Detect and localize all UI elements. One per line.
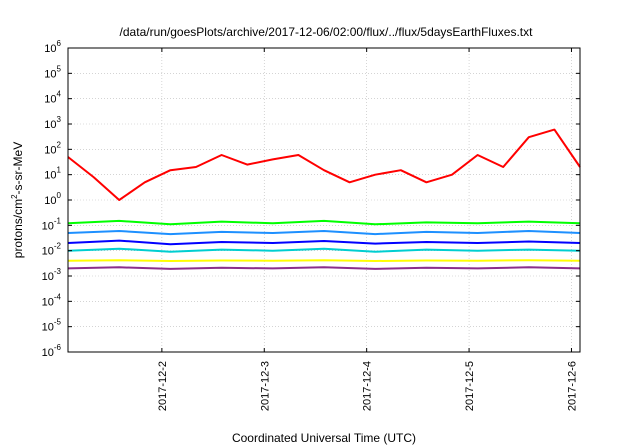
- x-tick-label: 2017-12-3: [259, 361, 271, 411]
- x-axis-label: Coordinated Universal Time (UTC): [232, 431, 416, 445]
- series-line-6: [67, 259, 581, 262]
- y-tick-label: 10-2: [42, 242, 62, 258]
- x-tick-label: 2017-12-2: [157, 361, 169, 411]
- series-line-7: [67, 266, 581, 270]
- grid-lines: [68, 48, 580, 352]
- chart-title: /data/run/goesPlots/archive/2017-12-06/0…: [120, 25, 534, 39]
- series-line-1: [67, 128, 581, 201]
- y-tick-label: 106: [44, 39, 61, 55]
- y-axis-label-main: protons/cm: [11, 199, 25, 258]
- series-layer: [67, 128, 581, 270]
- series-line-4: [67, 239, 581, 246]
- y-tick-label: 105: [44, 64, 61, 80]
- y-tick-label: 101: [44, 166, 61, 182]
- x-tick-label: 2017-12-4: [362, 361, 374, 411]
- y-tick-label: 10-5: [42, 318, 62, 334]
- y-axis-ticks: 10-6 10-5 10-4 10-3 10-2 10-1 100 101 102 103 104 1…: [42, 39, 580, 359]
- y-axis-label-rest: -s-sr-MeV: [11, 142, 25, 195]
- y-tick-label: 103: [44, 115, 61, 131]
- y-tick-label: 10-6: [42, 343, 62, 359]
- y-tick-label: 100: [44, 191, 61, 207]
- x-tick-label: 2017-12-5: [464, 361, 476, 411]
- y-tick-label: 10-4: [42, 292, 62, 308]
- y-tick-label: 104: [44, 90, 61, 106]
- x-tick-label: 2017-12-6: [566, 361, 578, 411]
- y-tick-label: 102: [44, 140, 61, 156]
- y-tick-label: 10-1: [42, 216, 62, 232]
- series-line-3: [67, 230, 581, 236]
- y-tick-label: 10-3: [42, 267, 62, 283]
- x-axis-ticks: 2017-12-2 2017-12-3 2017-12-4 2017-12-5 2017…: [157, 48, 578, 411]
- y-axis-label-sup: 2: [10, 194, 19, 199]
- y-axis-label: protons/cm2-s-sr-MeV: [10, 142, 25, 258]
- series-line-2: [67, 219, 581, 226]
- series-line-5: [67, 247, 581, 253]
